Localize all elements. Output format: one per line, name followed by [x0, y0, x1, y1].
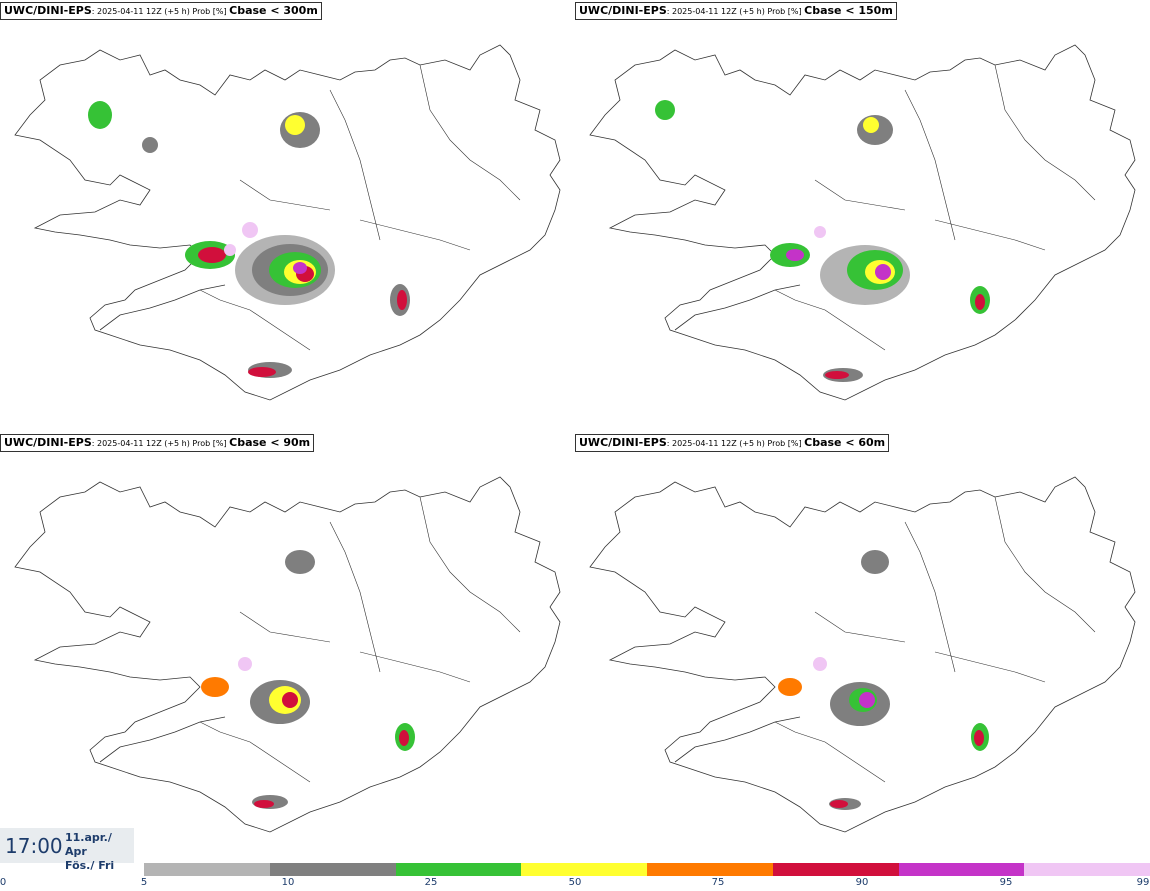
probability-legend [144, 863, 1150, 876]
legend-tick-label: 99 [1136, 877, 1150, 888]
probability-area-yellow [863, 117, 879, 133]
legend-swatch [1024, 863, 1150, 876]
iceland-map-60 [589, 476, 1136, 833]
iceland-map-150 [589, 44, 1136, 401]
probability-area-red [825, 371, 849, 379]
map-panel-cbase-150: UWC/DINI-EPS: 2025-04-11 12Z (+5 h) Prob… [575, 0, 1150, 430]
probability-area-magenta [293, 262, 307, 274]
probability-area-red [397, 290, 407, 310]
probability-area-red [830, 800, 848, 808]
legend-swatch [144, 863, 270, 876]
probability-area-yellow [285, 115, 305, 135]
probability-area-red [254, 800, 274, 808]
legend-tick-label: 5 [140, 877, 148, 888]
iceland-map-300 [14, 44, 561, 401]
panel-title: UWC/DINI-EPS: 2025-04-11 12Z (+5 h) Prob… [575, 434, 890, 452]
probability-area-red [399, 730, 409, 746]
probability-area-magenta [875, 264, 891, 280]
legend-swatch [395, 863, 522, 876]
legend-tick-label: 95 [999, 877, 1013, 888]
probability-area-red [198, 247, 226, 263]
map-panel-cbase-60: UWC/DINI-EPS: 2025-04-11 12Z (+5 h) Prob… [575, 432, 1150, 862]
legend-tick-label: 75 [711, 877, 725, 888]
probability-area-red [282, 692, 298, 708]
legend-swatch [521, 863, 647, 876]
legend-tick-label: 10 [281, 877, 295, 888]
probability-area-magenta [786, 249, 804, 261]
probability-area-pink [813, 657, 827, 671]
probability-area-dark-gray [142, 137, 158, 153]
date-line: 11.apr./ Apr [65, 831, 112, 858]
probability-area-green [655, 100, 675, 120]
legend-swatch [772, 863, 899, 876]
probability-area-red [974, 730, 984, 746]
legend-tick-label: 50 [568, 877, 582, 888]
valid-time-box: 17:00 11.apr./ Apr Fös./ Fri [0, 828, 134, 872]
probability-area-orange [778, 678, 802, 696]
valid-date: 11.apr./ Apr Fös./ Fri [65, 831, 134, 873]
probability-area-pink [224, 244, 236, 256]
map-panel-cbase-300: UWC/DINI-EPS: 2025-04-11 12Z (+5 h) Prob… [0, 0, 575, 430]
panel-title: UWC/DINI-EPS: 2025-04-11 12Z (+5 h) Prob… [575, 2, 897, 20]
iceland-map-90 [14, 476, 561, 833]
legend-tick-label: 90 [855, 877, 869, 888]
probability-area-pink [238, 657, 252, 671]
probability-area-dark-gray [861, 550, 889, 574]
probability-area-magenta [859, 692, 875, 708]
legend-tick-label: 0 [0, 877, 7, 888]
probability-area-pink [814, 226, 826, 238]
probability-area-red [248, 367, 276, 377]
map-panel-cbase-90: UWC/DINI-EPS: 2025-04-11 12Z (+5 h) Prob… [0, 432, 575, 862]
probability-area-dark-gray [285, 550, 315, 574]
legend-tick-label: 25 [424, 877, 438, 888]
day-line: Fös./ Fri [65, 859, 115, 872]
legend-swatch [898, 863, 1025, 876]
valid-time: 17:00 [5, 834, 63, 858]
panel-title: UWC/DINI-EPS: 2025-04-11 12Z (+5 h) Prob… [0, 434, 315, 452]
legend-swatch [269, 863, 396, 876]
panel-title: UWC/DINI-EPS: 2025-04-11 12Z (+5 h) Prob… [0, 2, 322, 20]
probability-area-red [975, 294, 985, 310]
probability-area-green [88, 101, 112, 129]
probability-area-orange [201, 677, 229, 697]
legend-swatch [647, 863, 773, 876]
probability-area-pink [242, 222, 258, 238]
